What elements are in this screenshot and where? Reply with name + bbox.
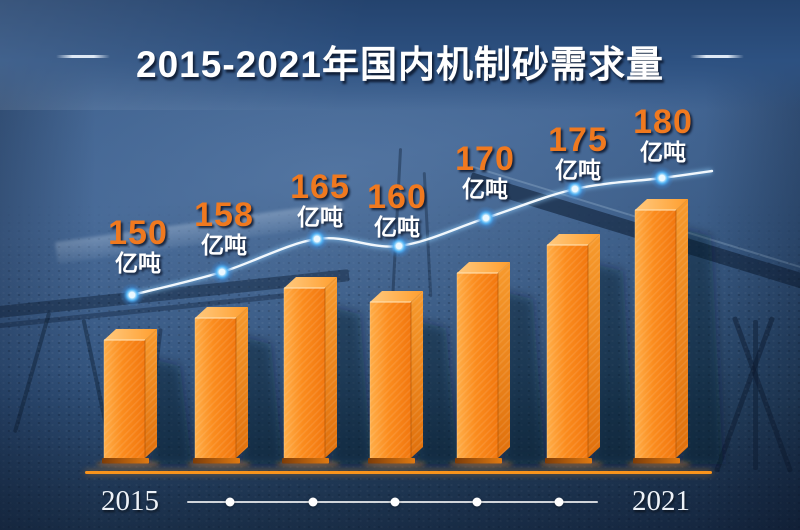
- data-point-2015: [120, 283, 144, 307]
- bar-2016: [187, 307, 251, 468]
- axis-label-2021: 2021: [632, 485, 690, 517]
- data-point-2018: [387, 234, 411, 258]
- data-point-2017: [305, 227, 329, 251]
- title-banner: 2015-2021年国内机制砂需求量: [0, 0, 800, 110]
- bar-shadow-2016: [239, 336, 283, 464]
- data-point-2021: [650, 166, 674, 190]
- bar-shadow-2019: [501, 291, 545, 464]
- bar-2018: [362, 291, 426, 468]
- data-point-2016: [210, 260, 234, 284]
- bar-shadow-2021: [679, 228, 723, 464]
- bar-shadow-2015: [148, 358, 192, 464]
- axis-label-2015: 2015: [101, 485, 159, 517]
- bar-shadow-2020: [591, 263, 635, 464]
- title-dash-left: [56, 55, 110, 58]
- title-dash-right: [690, 55, 744, 58]
- bar-2021: [627, 199, 691, 468]
- timeline-line: [187, 501, 598, 503]
- data-point-2019: [474, 206, 498, 230]
- page-title: 2015-2021年国内机制砂需求量: [136, 44, 664, 85]
- bar-shadow-2017: [328, 306, 372, 464]
- x-axis-line: [85, 471, 712, 474]
- bar-2015: [96, 329, 160, 468]
- data-point-2020: [563, 177, 587, 201]
- bar-shadow-2018: [414, 320, 458, 464]
- bar-2017: [276, 277, 340, 468]
- bar-2020: [539, 234, 603, 468]
- bar-2019: [449, 262, 513, 468]
